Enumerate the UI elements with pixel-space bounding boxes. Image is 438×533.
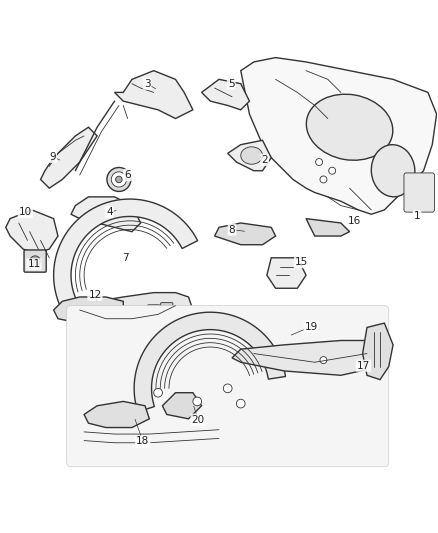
Text: 17: 17 [357, 361, 370, 371]
Polygon shape [71, 197, 141, 232]
Circle shape [237, 399, 245, 408]
Text: 2: 2 [261, 155, 268, 165]
Circle shape [316, 158, 322, 166]
Text: 12: 12 [88, 290, 102, 300]
Text: 6: 6 [124, 170, 131, 180]
Circle shape [193, 397, 201, 406]
Polygon shape [53, 199, 198, 310]
Text: 20: 20 [191, 415, 205, 425]
Polygon shape [232, 341, 385, 375]
Circle shape [320, 357, 327, 364]
Polygon shape [306, 219, 350, 236]
Text: 7: 7 [122, 253, 129, 263]
Text: 15: 15 [295, 257, 308, 267]
Circle shape [320, 176, 327, 183]
FancyBboxPatch shape [67, 305, 389, 467]
Polygon shape [134, 312, 286, 412]
Text: 4: 4 [106, 207, 113, 217]
FancyBboxPatch shape [161, 303, 173, 313]
Ellipse shape [111, 172, 127, 187]
Ellipse shape [107, 167, 131, 191]
Polygon shape [215, 223, 276, 245]
Polygon shape [241, 58, 437, 214]
Text: 11: 11 [28, 260, 41, 269]
FancyBboxPatch shape [126, 307, 138, 318]
Text: 8: 8 [229, 224, 235, 235]
Text: 5: 5 [228, 79, 234, 88]
Circle shape [30, 256, 40, 266]
Text: 9: 9 [49, 152, 56, 162]
Text: 1: 1 [414, 212, 420, 221]
Circle shape [328, 167, 336, 174]
Text: 10: 10 [19, 207, 32, 217]
Polygon shape [67, 293, 193, 327]
FancyBboxPatch shape [24, 250, 46, 272]
Circle shape [223, 384, 232, 393]
Ellipse shape [306, 94, 393, 160]
Text: 3: 3 [144, 79, 151, 88]
Polygon shape [115, 71, 193, 118]
Text: 19: 19 [305, 321, 318, 332]
Polygon shape [6, 210, 58, 254]
Polygon shape [162, 393, 201, 419]
Text: 16: 16 [348, 216, 361, 226]
Circle shape [154, 389, 162, 397]
Text: 18: 18 [136, 437, 149, 447]
Polygon shape [84, 401, 149, 427]
Ellipse shape [371, 144, 415, 197]
Polygon shape [201, 79, 250, 110]
FancyBboxPatch shape [404, 173, 434, 212]
Polygon shape [41, 127, 97, 188]
Polygon shape [267, 258, 306, 288]
Ellipse shape [241, 147, 262, 164]
Polygon shape [363, 323, 393, 379]
Ellipse shape [116, 176, 122, 183]
FancyBboxPatch shape [148, 305, 160, 315]
Polygon shape [228, 140, 271, 171]
Polygon shape [53, 297, 123, 323]
